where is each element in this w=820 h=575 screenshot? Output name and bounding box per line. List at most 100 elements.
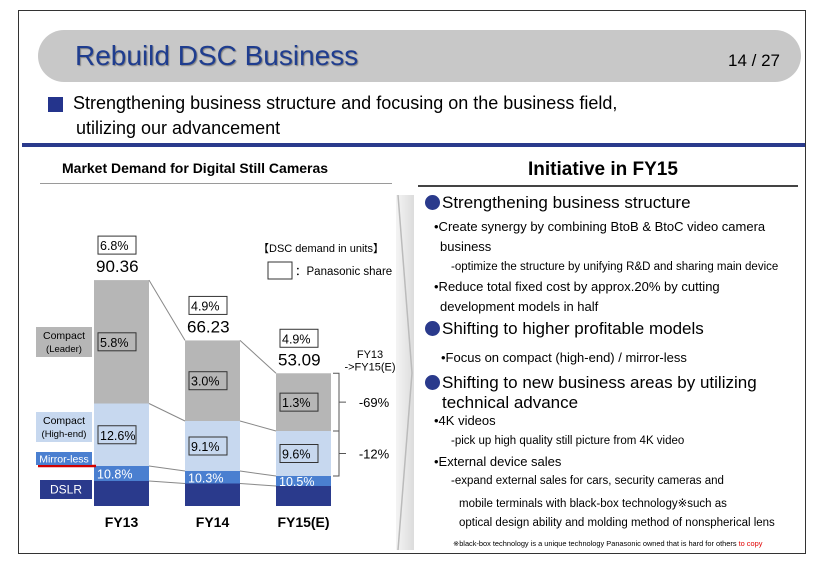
bracket-highend: [333, 430, 346, 477]
subtitle-line-1: Strengthening business structure and foc…: [73, 93, 618, 113]
share-label-2: 10.5%: [279, 475, 314, 489]
slide-title: Rebuild DSC Business: [75, 40, 359, 71]
bar-dslr-2: [276, 486, 331, 506]
connector-0-0: [148, 480, 186, 484]
share-label-2-1: 9.1%: [191, 440, 220, 454]
bullet-external: •External device sales: [434, 454, 562, 469]
bar-compactleader-0: [94, 280, 149, 404]
series-label-compact-leader-box: [36, 327, 92, 357]
category-label-0: FY13: [105, 514, 139, 530]
total-share-1: 4.9%: [191, 299, 220, 313]
share-label-2-0: 12.6%: [100, 429, 135, 443]
share-box-3-2: [279, 392, 319, 412]
share-box-2-0: [97, 425, 137, 445]
change-leader: -69%: [359, 395, 390, 410]
bullet-fixed-cost-cont: development models in half: [440, 299, 599, 314]
bullet-dot-icon: [425, 375, 440, 390]
page-number: 14 / 27: [728, 51, 780, 70]
initiative-title-underline: [418, 185, 798, 187]
share-label-3-0: 5.8%: [100, 336, 129, 350]
bar-mirror-less-1: [185, 471, 240, 484]
series-label-dslr: DSLR: [50, 483, 82, 497]
bar-mirror-less-2: [276, 476, 331, 486]
bullet-synergy-cont: business: [440, 239, 492, 254]
section-profitable: Shifting to higher profitable models: [425, 319, 704, 339]
bracket-leader: [333, 372, 346, 432]
total-value-1: 66.23: [187, 317, 230, 336]
bar-mirror-less-0: [94, 466, 149, 481]
connector-3-1: [239, 340, 277, 374]
share-label-3-2: 1.3%: [282, 396, 311, 410]
legend-title: 【DSC demand in units】: [258, 242, 384, 255]
connector-0-1: [239, 483, 277, 487]
bullet-focus: •Focus on compact (high-end) / mirror-le…: [441, 350, 687, 365]
share-box-2-1: [188, 436, 228, 456]
section-new-areas-cont: technical advance: [442, 393, 579, 412]
bar-dslr-0: [94, 481, 149, 506]
series-label-compact-highend-l1: Compact: [43, 415, 85, 427]
bullet-dot-icon: [425, 321, 440, 336]
sub-bullet-external-1: -expand external sales for cars, securit…: [451, 475, 724, 487]
bullet-4k: •4K videos: [434, 413, 496, 428]
series-label-compact-highend-box: [36, 412, 92, 442]
change-highend: -12%: [359, 447, 390, 462]
bar-compacthigh-end-2: [276, 431, 331, 476]
connector-3-0: [148, 279, 186, 341]
bar-dslr-1: [185, 483, 240, 506]
total-value-2: 53.09: [278, 350, 321, 369]
total-share-0: 6.8%: [100, 239, 129, 253]
total-share-box-0: [97, 235, 137, 255]
section-structure: Strengthening business structure: [425, 193, 691, 213]
subtitle-line-2: utilizing our advancement: [76, 118, 281, 138]
bullet-synergy: •Create synergy by combining BtoB & BtoC…: [434, 219, 766, 234]
sub-bullet-optimize: -optimize the structure by unifying R&D …: [451, 261, 779, 273]
legend-share-label: ：Panasonic share: [295, 266, 392, 278]
bar-compacthigh-end-1: [185, 421, 240, 471]
share-label-2-2: 9.6%: [282, 448, 311, 462]
header-divider: [22, 143, 805, 147]
bar-compactleader-2: [276, 373, 331, 431]
bullet-dot-icon: [425, 195, 440, 210]
share-box-2-2: [279, 444, 319, 463]
sub-bullet-external-3: optical design ability and molding metho…: [459, 517, 775, 529]
initiative-title: Initiative in FY15: [528, 159, 678, 180]
section-profitable-label: Shifting to higher profitable models: [442, 319, 704, 338]
slide-frame: [18, 10, 806, 554]
series-label-mirrorless: Mirror-less: [39, 454, 89, 466]
sub-bullet-4k: -pick up high quality still picture from…: [451, 435, 685, 447]
share-box-3-0: [97, 332, 137, 352]
connector-1-1: [239, 470, 277, 477]
change-header: FY13 ->FY15(E): [344, 349, 395, 374]
chart-title: Market Demand for Digital Still Cameras: [62, 160, 329, 176]
footnote-text: ※black-box technology is a unique techno…: [453, 539, 737, 548]
connector-1-0: [148, 465, 186, 472]
square-bullet-icon: [48, 97, 63, 112]
total-value-0: 90.36: [96, 257, 139, 276]
series-label-compact-highend-l2: (High-end): [42, 429, 87, 440]
share-box-3-1: [188, 371, 228, 391]
series-label-dslr-box: [40, 480, 92, 499]
share-label-3-1: 3.0%: [191, 375, 220, 389]
bullet-fixed-cost: •Reduce total fixed cost by approx.20% b…: [434, 279, 720, 294]
category-label-2: FY15(E): [277, 514, 329, 530]
footnote-red-text: to copy: [738, 539, 763, 548]
bar-compactleader-1: [185, 340, 240, 421]
total-share-box-1: [188, 295, 228, 315]
section-new-areas-label: Shifting to new business areas by utiliz…: [442, 373, 757, 392]
footnote: ※black-box technology is a unique techno…: [453, 539, 762, 548]
series-label-compact-leader-l1: Compact: [43, 330, 85, 342]
connector-2-1: [239, 420, 277, 432]
series-label-mirrorless-box: [36, 452, 92, 465]
share-label-1: 10.3%: [188, 471, 223, 485]
panel-separator-arrow: [396, 195, 414, 550]
section-new-areas: Shifting to new business areas by utiliz…: [425, 373, 757, 393]
connector-2-0: [148, 403, 186, 422]
series-label-compact-leader-l2: (Leader): [46, 344, 82, 355]
section-structure-label: Strengthening business structure: [442, 193, 691, 212]
title-bar: [38, 30, 801, 82]
total-share-2: 4.9%: [282, 332, 311, 346]
total-share-box-2: [279, 328, 319, 348]
share-label-0: 10.8%: [97, 468, 132, 482]
bar-compacthigh-end-0: [94, 403, 149, 466]
